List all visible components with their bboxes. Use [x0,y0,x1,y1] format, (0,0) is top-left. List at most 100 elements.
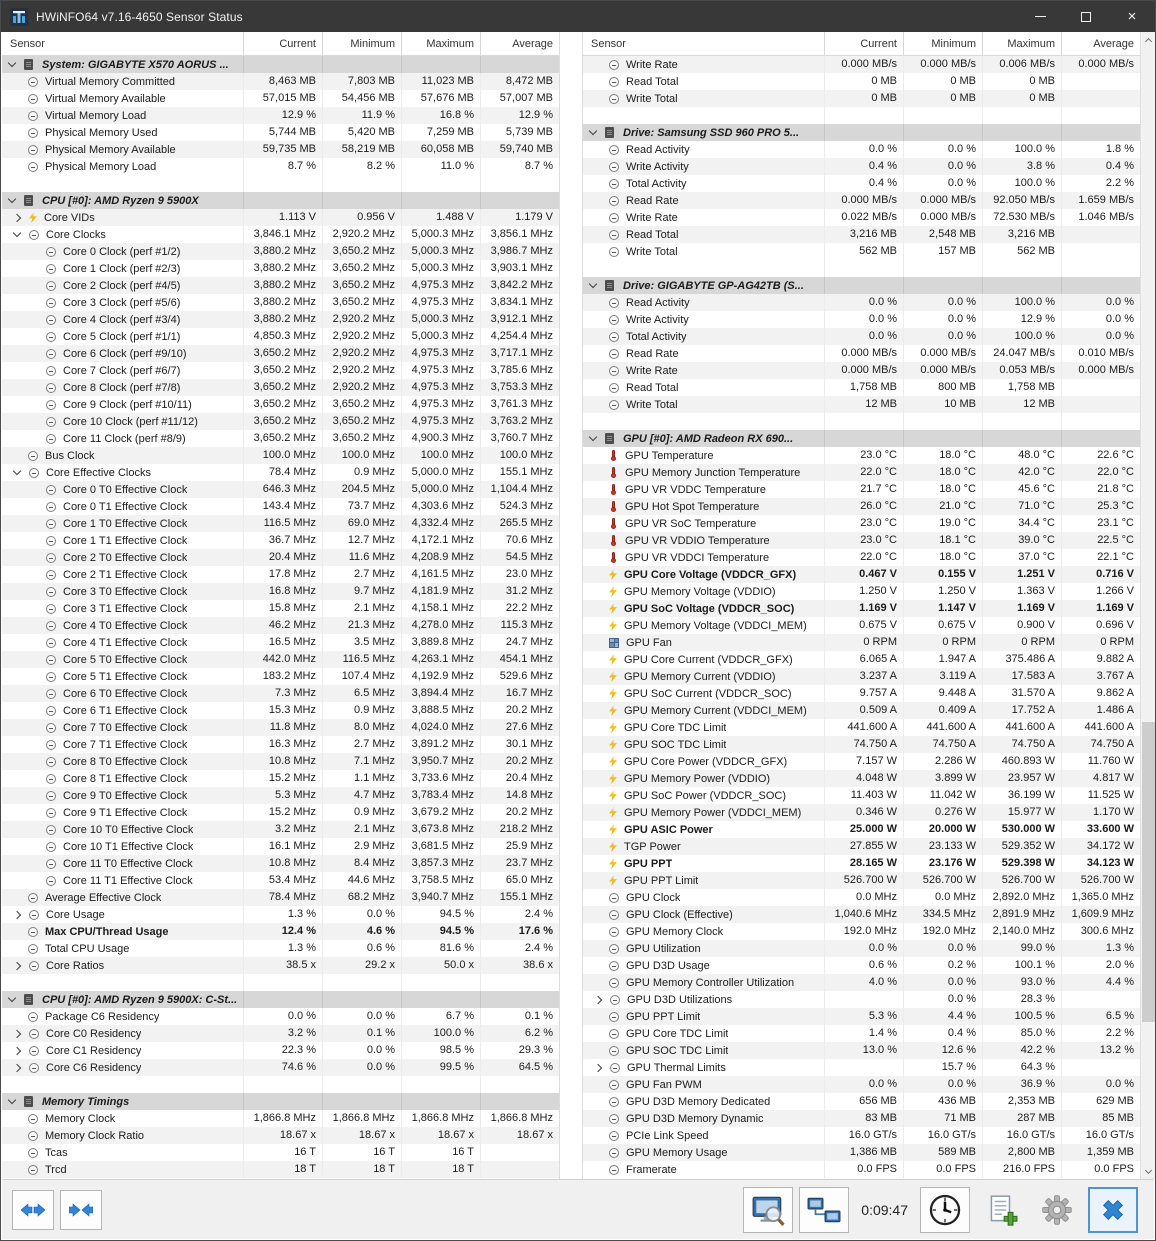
column-header-average[interactable]: Average [480,32,559,55]
titlebar[interactable]: HWiNFO64 v7.16-4650 Sensor Status × [1,1,1155,32]
sensor-row[interactable]: GPU VR VDDIO Temperature 23.0 °C 18.1 °C 39… [583,532,1140,549]
sensor-row[interactable]: Core 9 T0 Effective Clock 5.3 MHz 4.7 MHz 3… [2,787,559,804]
sensor-row[interactable]: GPU Memory Power (VDDCI_MEM) 0.346 W 0.276… [583,804,1140,821]
sensor-row[interactable]: GPU SoC Current (VDDCR_SOC) 9.757 A 9.448 … [583,685,1140,702]
sensor-row[interactable]: Core 11 T0 Effective Clock 10.8 MHz 8.4 MH… [2,855,559,872]
sensor-row[interactable]: Write Total 12 MB 10 MB 12 MB [583,396,1140,413]
chevron-down-icon[interactable] [7,58,17,68]
sensor-row[interactable]: Core 2 T0 Effective Clock 20.4 MHz 11.6 MH… [2,549,559,566]
sensor-row[interactable]: Read Rate 0.000 MB/s 0.000 MB/s 24.047 MB/s… [583,345,1140,362]
add-report-button[interactable] [976,1187,1026,1233]
sensor-row[interactable]: GPU Utilization 0.0 % 0.0 % 99.0 % 1.3 % [583,940,1140,957]
sensor-row[interactable]: Average Effective Clock 78.4 MHz 68.2 MHz 3… [2,889,559,906]
collapse-columns-button[interactable] [60,1189,102,1230]
sensor-row[interactable]: GPU Hot Spot Temperature 26.0 °C 21.0 °C 71… [583,498,1140,515]
minimize-button[interactable] [1017,1,1063,32]
sensor-row[interactable]: Write Total 0 MB 0 MB 0 MB [583,90,1140,107]
chevron-right-icon[interactable] [12,910,22,919]
sensor-row[interactable]: Read Activity 0.0 % 0.0 % 100.0 % 1.8 % [583,141,1140,158]
sensor-row[interactable]: Write Rate 0.000 MB/s 0.000 MB/s 0.006 MB/s… [583,56,1140,73]
chevron-right-icon[interactable] [593,995,603,1004]
expand-columns-button[interactable] [12,1189,54,1230]
sensor-row[interactable]: Trcd 18 T 18 T 18 T [2,1161,559,1178]
sensor-row[interactable]: Core C6 Residency 74.6 % 0.0 % 99.5 % 64.5 % [2,1059,559,1076]
sensor-row[interactable]: Core 8 T1 Effective Clock 15.2 MHz 1.1 MHz… [2,770,559,787]
sensor-row[interactable]: Core 0 T0 Effective Clock 646.3 MHz 204.5 … [2,481,559,498]
column-header-maximum[interactable]: Maximum [401,32,480,55]
sensor-row[interactable]: GPU Core Current (VDDCR_GFX) 6.065 A 1.947… [583,651,1140,668]
column-header-sensor[interactable]: Sensor [591,37,626,50]
sensor-row[interactable]: GPU SOC TDC Limit 13.0 % 12.6 % 42.2 % 13.2 … [583,1042,1140,1059]
sensor-row[interactable]: Memory Clock 1,866.8 MHz 1,866.8 MHz 1,866.… [2,1110,559,1127]
sensor-row[interactable]: Core 3 Clock (perf #5/6) 3,880.2 MHz 3,650… [2,294,559,311]
chevron-right-icon[interactable] [12,213,22,222]
chevron-down-icon[interactable] [588,432,598,442]
sensor-row[interactable]: Write Total 562 MB 157 MB 562 MB [583,243,1140,260]
column-header-minimum[interactable]: Minimum [903,32,982,55]
section-row[interactable]: Drive: GIGABYTE GP-AG42TB (S... [583,277,1140,294]
remote-monitoring-button[interactable] [799,1186,850,1233]
sensor-row[interactable]: GPU Clock 0.0 MHz 0.0 MHz 2,892.0 MHz 1,365.… [583,889,1140,906]
sensor-row[interactable]: GPU Fan PWM 0.0 % 0.0 % 36.9 % 0.0 % [583,1076,1140,1093]
column-header-row[interactable]: Sensor Current Minimum Maximum Average [2,32,559,56]
sensor-row[interactable]: GPU Memory Voltage (VDDCI_MEM) 0.675 V 0.6… [583,617,1140,634]
chevron-right-icon[interactable] [12,1063,22,1072]
sensor-row[interactable]: Core Effective Clocks 78.4 MHz 0.9 MHz 5,00… [2,464,559,481]
chevron-down-icon[interactable] [12,228,22,238]
sensor-row[interactable]: Core 11 Clock (perf #8/9) 3,650.2 MHz 3,65… [2,430,559,447]
sensor-row[interactable]: Physical Memory Load 8.7 % 8.2 % 11.0 % 8.7 … [2,158,559,175]
sensor-row[interactable]: Bus Clock 100.0 MHz 100.0 MHz 100.0 MHz 100.… [2,447,559,464]
sensor-row[interactable]: Core 9 Clock (perf #10/11) 3,650.2 MHz 3,6… [2,396,559,413]
chevron-down-icon[interactable] [588,279,598,289]
chevron-right-icon[interactable] [593,1063,603,1072]
sensor-row[interactable]: Read Rate 0.000 MB/s 0.000 MB/s 92.050 MB/s… [583,192,1140,209]
sensor-row[interactable]: Core 5 Clock (perf #1/1) 4,850.3 MHz 2,920… [2,328,559,345]
sensor-row[interactable]: Virtual Memory Available 57,015 MB 54,456 … [2,90,559,107]
vertical-scrollbar[interactable] [1140,32,1155,1180]
column-header-average[interactable]: Average [1061,32,1140,55]
sensor-row[interactable]: Core 7 T1 Effective Clock 16.3 MHz 2.7 MHz… [2,736,559,753]
sensor-row[interactable]: Virtual Memory Load 12.9 % 11.9 % 16.8 % 12.… [2,107,559,124]
sensor-row[interactable]: Core 5 T0 Effective Clock 442.0 MHz 116.5 … [2,651,559,668]
sensor-row[interactable]: GPU Memory Current (VDDIO) 3.237 A 3.119 A… [583,668,1140,685]
sensor-row[interactable]: Core 6 T1 Effective Clock 15.3 MHz 0.9 MHz… [2,702,559,719]
sensor-row[interactable]: Core 0 T1 Effective Clock 143.4 MHz 73.7 M… [2,498,559,515]
scrollbar-thumb[interactable] [1142,722,1155,1022]
sensor-row[interactable]: GPU Memory Clock 192.0 MHz 192.0 MHz 2,140.… [583,923,1140,940]
sensor-row[interactable]: GPU Core Power (VDDCR_GFX) 7.157 W 2.286 W… [583,753,1140,770]
sensor-row[interactable]: Framerate 0.0 FPS 0.0 FPS 216.0 FPS 0.0 FPS [583,1161,1140,1178]
sensor-row[interactable]: Write Activity 0.4 % 0.0 % 3.8 % 0.4 % [583,158,1140,175]
chevron-right-icon[interactable] [12,961,22,970]
section-row[interactable]: Memory Timings [2,1093,559,1110]
sensor-row[interactable]: GPU Memory Power (VDDIO) 4.048 W 3.899 W 23… [583,770,1140,787]
sensor-row[interactable]: GPU PPT Limit 526.700 W 526.700 W 526.700 W… [583,872,1140,889]
column-header-sensor[interactable]: Sensor [10,37,45,50]
sensor-row[interactable]: GPU Core TDC Limit 1.4 % 0.4 % 85.0 % 2.2 % [583,1025,1140,1042]
section-row[interactable]: CPU [#0]: AMD Ryzen 9 5900X: C-St... [2,991,559,1008]
sensor-row[interactable]: Total Activity 0.4 % 0.0 % 100.0 % 2.2 % [583,175,1140,192]
chevron-down-icon[interactable] [588,126,598,136]
sensor-row[interactable]: Core 4 T1 Effective Clock 16.5 MHz 3.5 MHz… [2,634,559,651]
sensor-row[interactable]: Virtual Memory Committed 8,463 MB 7,803 MB… [2,73,559,90]
column-header-minimum[interactable]: Minimum [322,32,401,55]
chevron-down-icon[interactable] [7,194,17,204]
sensor-row[interactable]: Core 1 T1 Effective Clock 36.7 MHz 12.7 MH… [2,532,559,549]
sensor-row[interactable]: Write Rate 0.022 MB/s 0.000 MB/s 72.530 MB/… [583,209,1140,226]
sensor-row[interactable]: Core 6 T0 Effective Clock 7.3 MHz 6.5 MHz 3… [2,685,559,702]
sensor-row[interactable]: Core 8 T0 Effective Clock 10.8 MHz 7.1 MHz… [2,753,559,770]
sensor-row[interactable]: TGP Power 27.855 W 23.133 W 529.352 W 34.172… [583,838,1140,855]
column-header-row[interactable]: Sensor Current Minimum Maximum Average [583,32,1140,56]
sensor-row[interactable]: Core 10 Clock (perf #11/12) 3,650.2 MHz 3,… [2,413,559,430]
sensor-row[interactable]: GPU Clock (Effective) 1,040.6 MHz 334.5 MH… [583,906,1140,923]
sensor-row[interactable]: PCIe Link Speed 16.0 GT/s 16.0 GT/s 16.0 GT… [583,1127,1140,1144]
sensor-row[interactable]: Core 7 T0 Effective Clock 11.8 MHz 8.0 MHz… [2,719,559,736]
sensor-row[interactable]: Read Total 3,216 MB 2,548 MB 3,216 MB [583,226,1140,243]
sensor-row[interactable]: Core 1 T0 Effective Clock 116.5 MHz 69.0 M… [2,515,559,532]
sensor-row[interactable]: Total CPU Usage 1.3 % 0.6 % 81.6 % 2.4 % [2,940,559,957]
sensor-row[interactable]: GPU VR VDDC Temperature 21.7 °C 18.0 °C 45.… [583,481,1140,498]
sensor-row[interactable]: Core 9 T1 Effective Clock 15.2 MHz 0.9 MHz… [2,804,559,821]
sensor-row[interactable]: GPU Memory Voltage (VDDIO) 1.250 V 1.250 V… [583,583,1140,600]
column-header-maximum[interactable]: Maximum [982,32,1061,55]
sensor-row[interactable]: Core 2 T1 Effective Clock 17.8 MHz 2.7 MHz… [2,566,559,583]
